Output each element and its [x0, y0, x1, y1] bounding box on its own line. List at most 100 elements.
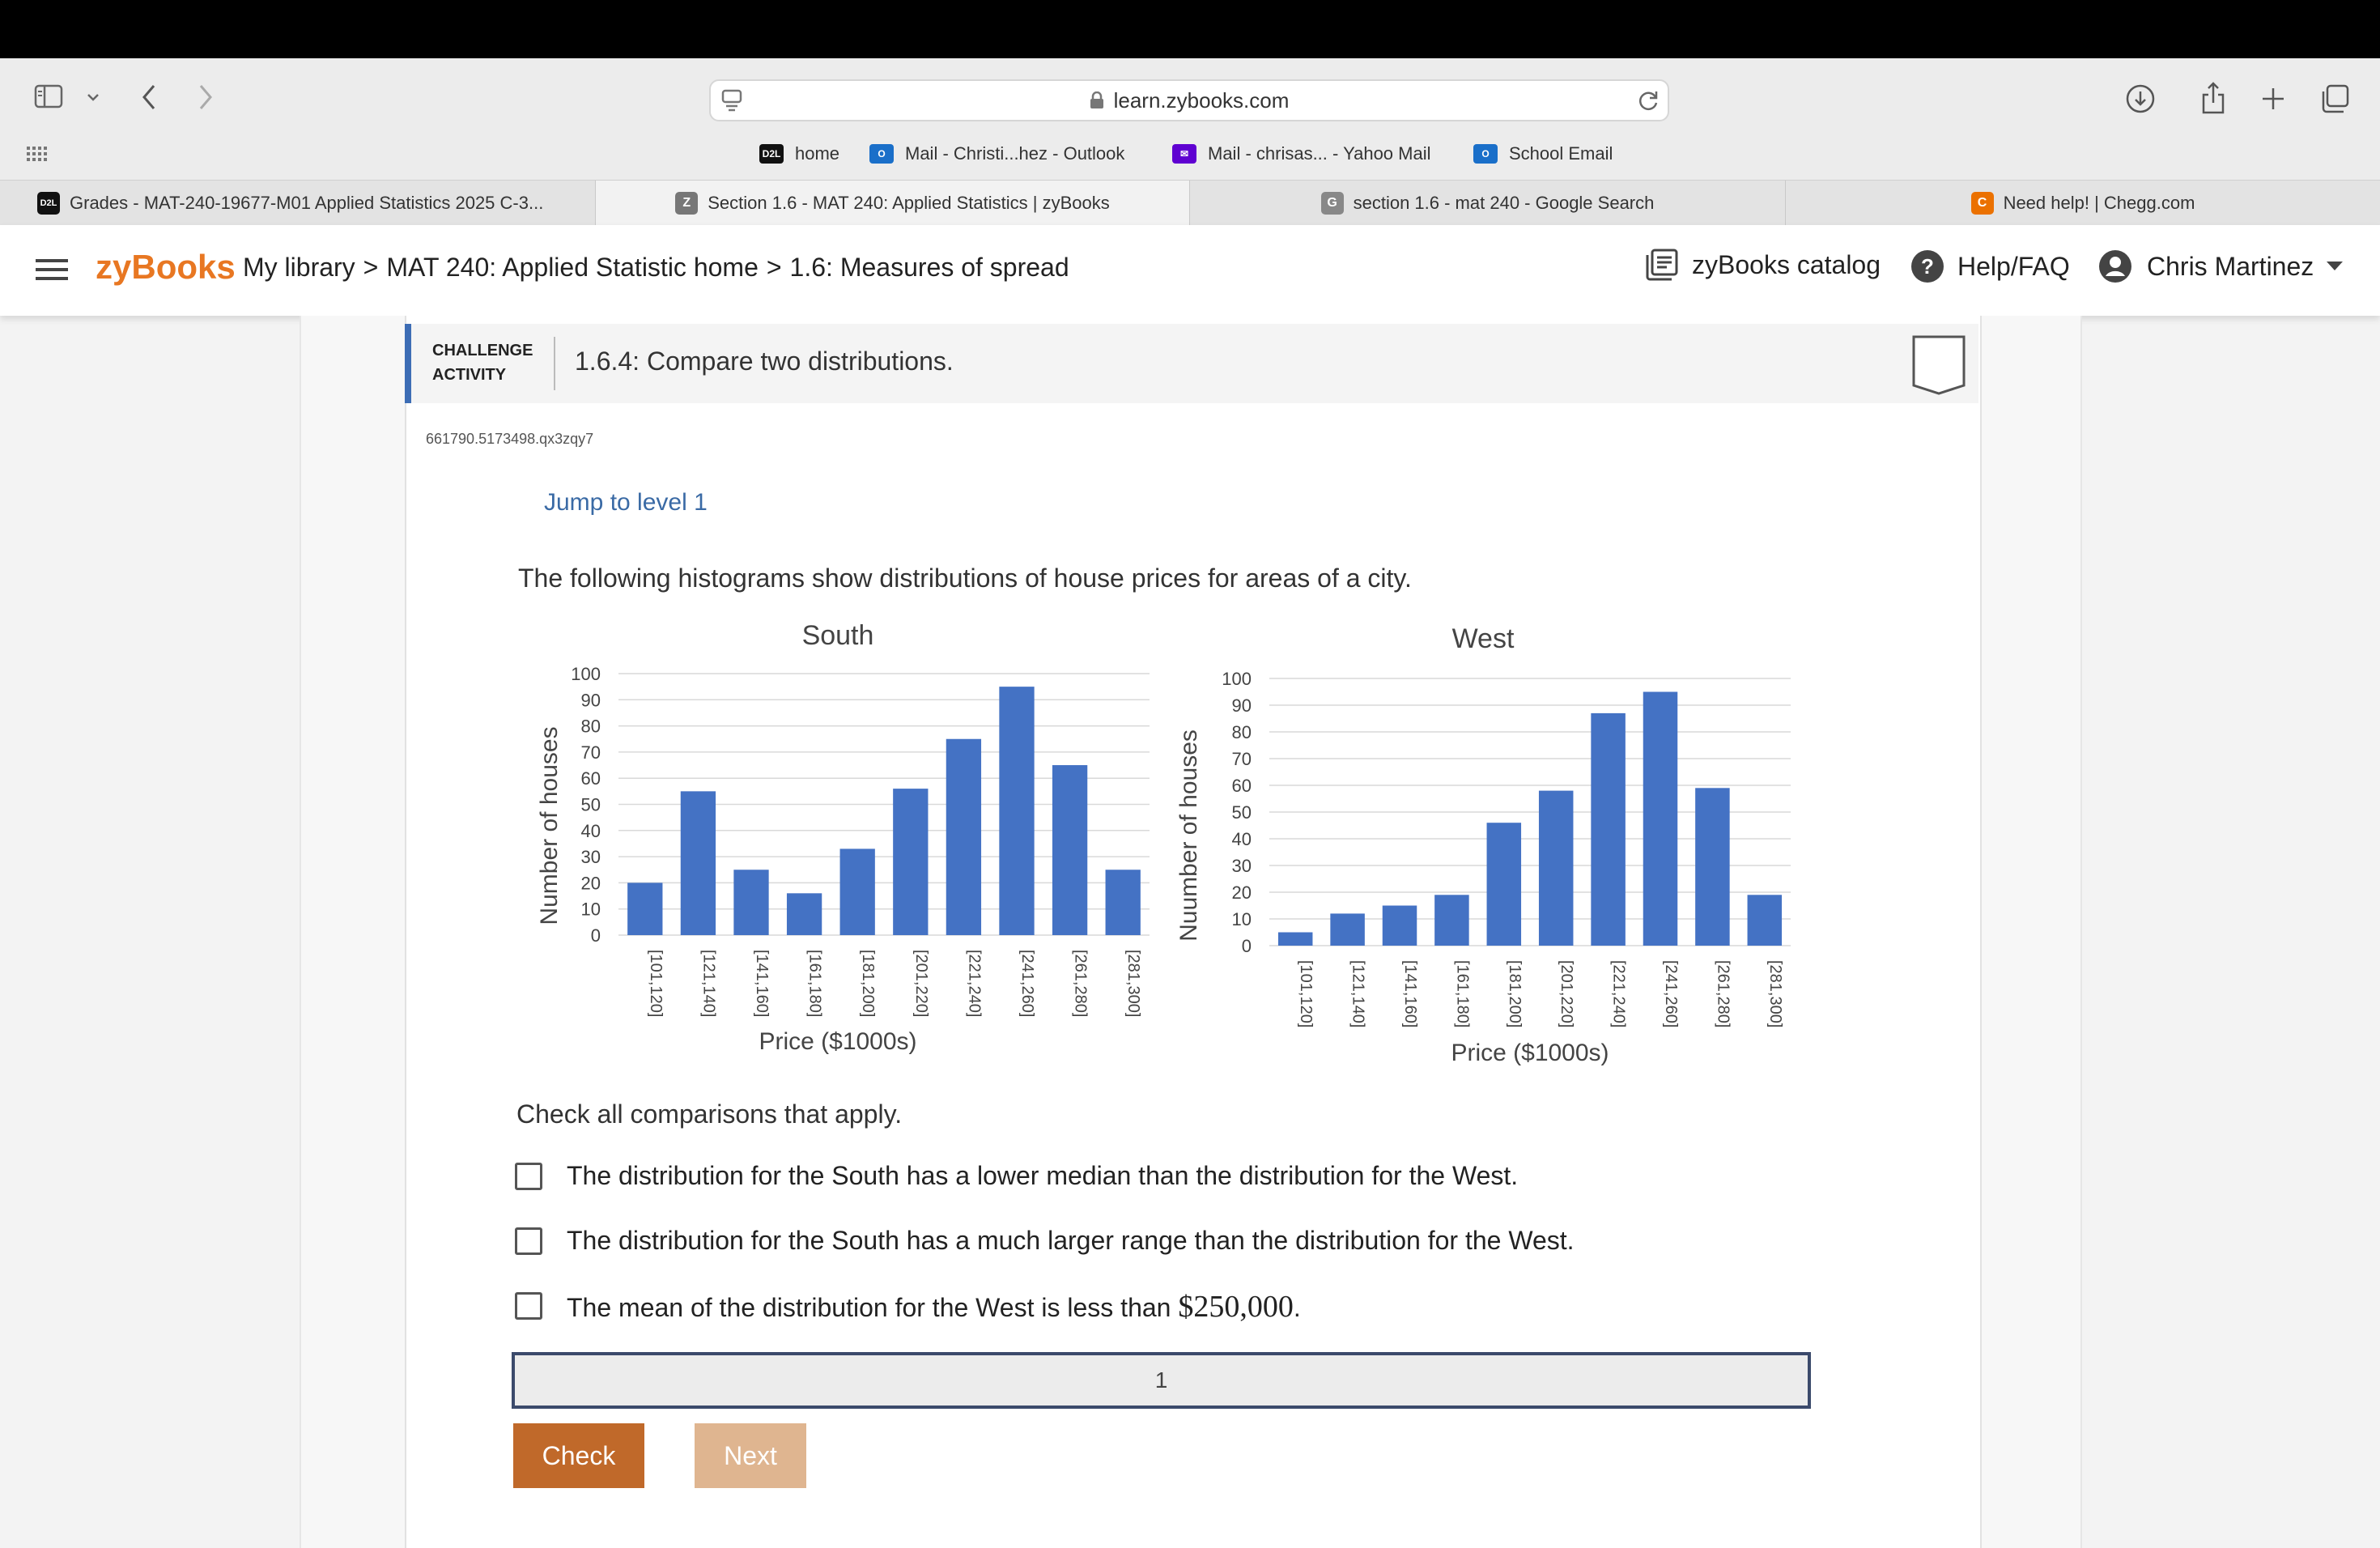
x-tick-label: [141,160] — [753, 950, 771, 1017]
chevron-down-icon[interactable] — [81, 86, 105, 108]
y-tick-label: 100 — [571, 664, 601, 684]
bar — [1277, 932, 1313, 946]
address-text: learn.zybooks.com — [1113, 87, 1290, 113]
breadcrumb-course[interactable]: MAT 240: Applied Statistic home — [386, 253, 759, 282]
bar — [786, 893, 822, 935]
option-checkbox-2[interactable] — [515, 1227, 542, 1255]
bar — [1643, 691, 1678, 946]
chegg-icon: C — [1970, 192, 1994, 215]
yahoo-mail-icon: ✉ — [1172, 144, 1196, 164]
favorite-home[interactable]: D2L home — [759, 139, 839, 168]
y-tick-label: 70 — [1232, 749, 1252, 769]
level-indicator[interactable]: 1 — [512, 1352, 1811, 1409]
catalog-label: zyBooks catalog — [1692, 249, 1881, 279]
zybooks-catalog-link[interactable]: zyBooks catalog — [1645, 248, 1881, 282]
reader-icon[interactable] — [717, 86, 746, 115]
y-tick-label: 80 — [1232, 722, 1252, 742]
x-tick-labels: [101,120] [121,140] [141,160] [161,180] [181… — [1297, 960, 1784, 1027]
y-tick-label: 60 — [581, 768, 601, 789]
option-label-1[interactable]: The distribution for the South has a low… — [567, 1161, 1519, 1190]
activity-id: 661790.5173498.qx3zqy7 — [426, 431, 594, 447]
user-menu[interactable]: Chris Martinez — [2098, 249, 2344, 283]
completion-badge-icon — [1910, 334, 1967, 401]
bar — [999, 687, 1035, 935]
help-icon: ? — [1910, 249, 1944, 283]
check-button[interactable]: Check — [513, 1423, 644, 1488]
hamburger-menu-icon[interactable] — [36, 256, 68, 283]
x-axis-label: Price ($1000s) — [1451, 1040, 1609, 1066]
bar — [1695, 788, 1730, 946]
tab-d2l-grades[interactable]: D2L Grades - MAT-240-19677-M01 Applied S… — [0, 181, 596, 226]
divider — [554, 337, 555, 390]
y-tick-label: 30 — [1232, 856, 1252, 876]
tab-google-search[interactable]: G section 1.6 - mat 240 - Google Search — [1190, 181, 1786, 226]
bar — [1434, 895, 1469, 946]
favorite-school-email[interactable]: O School Email — [1473, 139, 1613, 168]
x-tick-label: [221,240] — [1610, 960, 1628, 1027]
y-tick-label: 70 — [581, 742, 601, 763]
activity-title: 1.6.4: Compare two distributions. — [575, 347, 954, 376]
bar — [1382, 905, 1417, 946]
bars — [627, 687, 1141, 935]
tab-chegg[interactable]: C Need help! | Chegg.com — [1786, 181, 2380, 226]
user-avatar-icon — [2098, 249, 2132, 283]
google-icon: G — [1320, 192, 1344, 215]
y-tick-label: 90 — [1232, 695, 1252, 716]
tab-label: Section 1.6 - MAT 240: Applied Statistic… — [708, 193, 1110, 213]
bar — [1747, 895, 1783, 946]
back-icon[interactable] — [133, 81, 165, 113]
forward-icon[interactable] — [189, 81, 222, 113]
zybooks-tab-icon: Z — [675, 192, 699, 215]
tab-bar: D2L Grades - MAT-240-19677-M01 Applied S… — [0, 180, 2380, 226]
downloads-icon[interactable] — [2123, 81, 2158, 117]
x-tick-label: [101,120] — [1297, 960, 1315, 1027]
bar — [839, 848, 875, 935]
reload-icon[interactable] — [1634, 86, 1663, 115]
right-margin — [1978, 316, 2082, 1548]
tab-zybooks-section[interactable]: Z Section 1.6 - MAT 240: Applied Statist… — [596, 181, 1190, 226]
option-checkbox-3[interactable] — [515, 1292, 542, 1320]
y-tick-label: 40 — [1232, 829, 1252, 849]
zybooks-logo[interactable]: zyBooks — [96, 248, 236, 286]
activity-kind: CHALLENGE ACTIVITY — [432, 338, 533, 387]
address-bar[interactable]: learn.zybooks.com — [709, 79, 1669, 121]
catalog-icon — [1645, 248, 1679, 282]
bar — [1538, 790, 1574, 946]
jump-to-level-link[interactable]: Jump to level 1 — [544, 489, 708, 516]
d2l-icon: D2L — [37, 192, 60, 215]
outlook-icon: O — [1473, 144, 1498, 164]
y-tick-label: 50 — [581, 795, 601, 815]
sidebar-toggle-icon[interactable] — [32, 83, 65, 110]
tab-label: section 1.6 - mat 240 - Google Search — [1353, 193, 1655, 213]
favorite-yahoo-mail[interactable]: ✉ Mail - chrisas... - Yahoo Mail — [1172, 139, 1431, 168]
favorite-label: home — [795, 143, 840, 164]
breadcrumb-my-library[interactable]: My library — [243, 253, 355, 282]
tab-overview-grid-icon[interactable] — [23, 142, 52, 165]
option-label-2[interactable]: The distribution for the South has a muc… — [567, 1226, 1575, 1255]
y-tick-label: 10 — [1232, 909, 1252, 929]
tabs-overview-icon[interactable] — [2317, 81, 2352, 117]
next-button[interactable]: Next — [695, 1423, 806, 1488]
x-tick-label: [101,120] — [647, 950, 665, 1017]
y-tick-label: 80 — [581, 717, 601, 737]
y-axis-label: Number of houses — [536, 726, 563, 925]
d2l-icon: D2L — [759, 144, 784, 164]
help-faq-link[interactable]: ? Help/FAQ — [1910, 249, 2070, 283]
user-name: Chris Martinez — [2147, 251, 2314, 281]
y-axis-label: Nuumber of houses — [1175, 729, 1202, 942]
share-icon[interactable] — [2195, 79, 2231, 117]
bar — [627, 882, 663, 935]
breadcrumb-separator: > — [766, 253, 782, 282]
bar — [1486, 823, 1522, 946]
favorite-outlook[interactable]: O Mail - Christi...hez - Outlook — [869, 139, 1124, 168]
option-checkbox-1[interactable] — [515, 1163, 542, 1190]
bar — [680, 791, 716, 935]
favorite-label: Mail - Christi...hez - Outlook — [905, 143, 1125, 164]
x-tick-label: [241,260] — [1018, 950, 1036, 1017]
option-label-3[interactable]: The mean of the distribution for the Wes… — [567, 1289, 1301, 1325]
x-tick-labels: [101,120] [121,140] [141,160] [161,180] [181… — [647, 950, 1142, 1017]
new-tab-icon[interactable] — [2255, 81, 2291, 117]
x-tick-label: [281,300] — [1124, 950, 1142, 1017]
breadcrumb-section: 1.6: Measures of spread — [789, 253, 1069, 282]
